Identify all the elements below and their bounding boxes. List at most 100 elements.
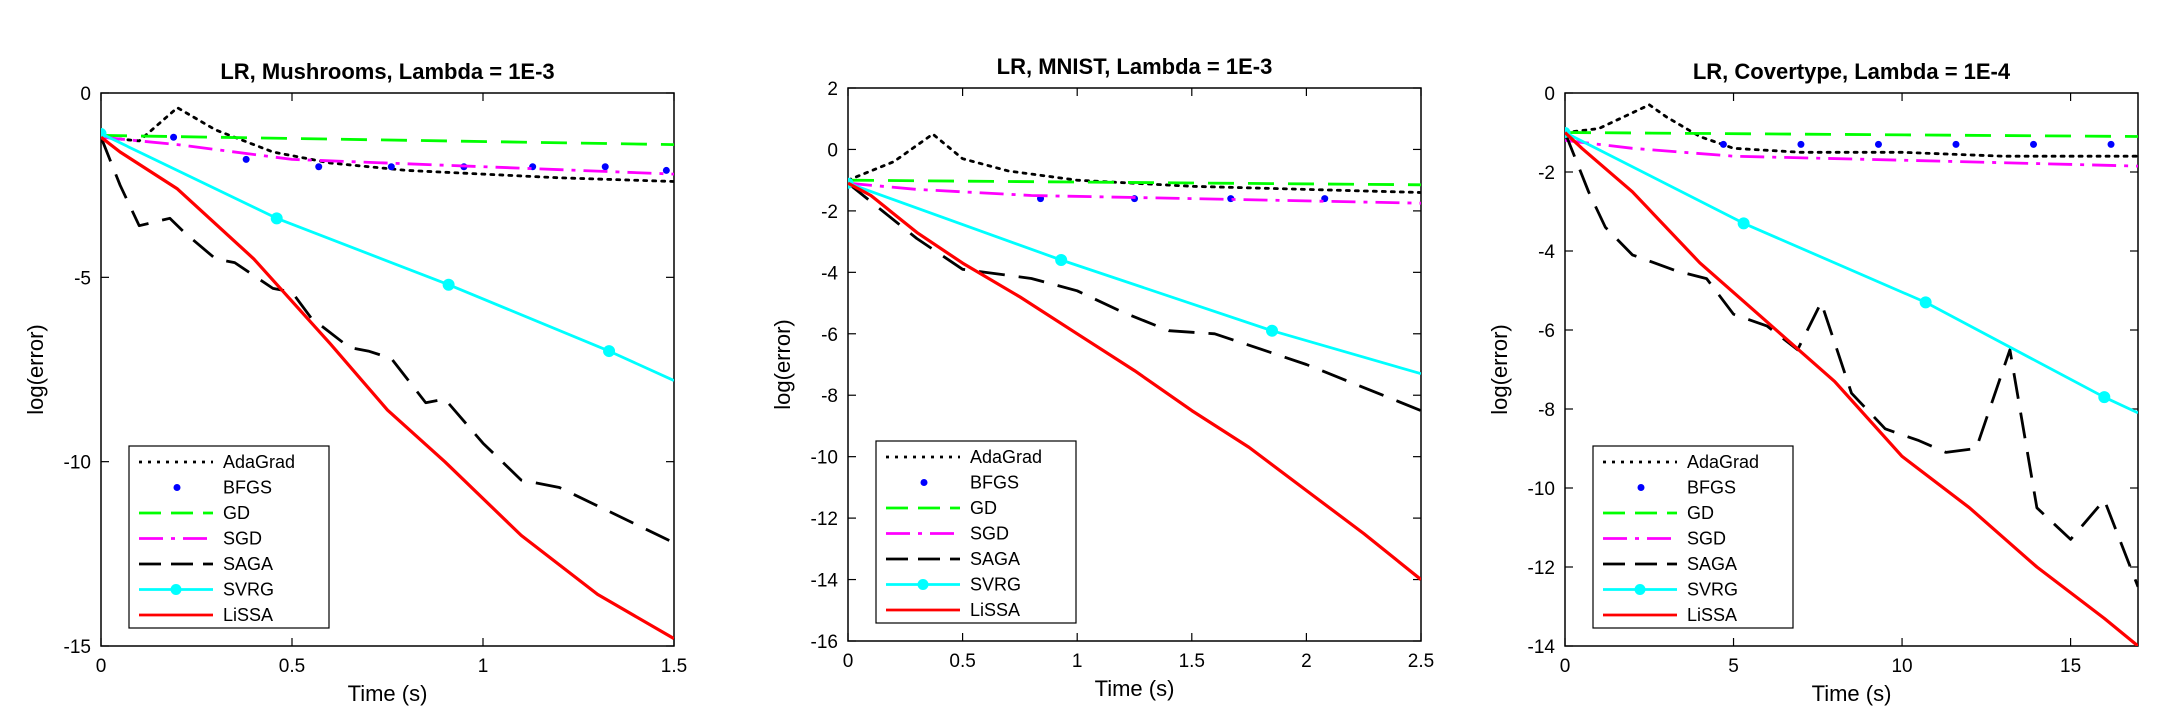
series-sgd-line: [848, 181, 1421, 205]
series-svrg-line: [848, 181, 1421, 376]
legend-adagrad-label: AdaGrad: [970, 447, 1042, 467]
y-tick-label: -2: [821, 202, 838, 223]
series-gd-line: [101, 134, 674, 146]
y-tick-label: -12: [811, 509, 838, 530]
y-tick-label: -4: [821, 263, 838, 284]
legend-bfgs-label: BFGS: [223, 478, 272, 498]
x-tick-label: 0: [96, 656, 107, 677]
x-tick-label: 1: [478, 656, 489, 677]
y-tick-label: -6: [821, 325, 838, 346]
y-tick-label: -14: [811, 571, 839, 592]
series-adagrad-line: [848, 132, 1421, 194]
y-tick-label: -10: [64, 453, 91, 474]
y-tick-label: -2: [1538, 163, 1555, 184]
y-tick-label: 2: [827, 79, 838, 100]
series-saga-line: [848, 182, 1421, 412]
chart-covertype: 0 5 10 15 -14 -12 -10 -8 -6 -4 -2 0 LR, Covertype, L…: [1487, 59, 2139, 706]
series-gd-line: [1565, 131, 2138, 138]
legend: AdaGrad BFGS GD SGD SAGA SVRG LiSSA: [1592, 445, 1794, 629]
legend-bfgs-label: BFGS: [970, 473, 1019, 493]
x-tick-label: 15: [2060, 656, 2081, 677]
legend-bfgs-swatch: [1637, 484, 1645, 491]
series-lissa-line: [848, 181, 1421, 581]
series-svrg-marker: [442, 278, 455, 291]
y-tick-label: 0: [80, 84, 91, 105]
legend: AdaGrad BFGS GD SGD SAGA SVRG LiSSA: [875, 440, 1077, 624]
y-tick-label: -15: [64, 637, 91, 658]
x-axis-label: Time (s): [1095, 676, 1175, 701]
series-gd-line: [848, 178, 1421, 187]
series-group: [1565, 103, 2138, 646]
legend-svrg-marker: [170, 584, 182, 595]
series-lissa-line: [1565, 131, 2138, 646]
legend-adagrad-label: AdaGrad: [223, 452, 295, 472]
legend-svrg-marker: [917, 579, 929, 590]
legend-lissa-label: LiSSA: [1687, 605, 1737, 625]
y-tick-label: 0: [1544, 84, 1555, 105]
chart-title: LR, MNIST, Lambda = 1E-3: [997, 54, 1273, 79]
series-bfgs-point: [2030, 140, 2038, 148]
y-tick-label: -10: [1528, 479, 1555, 500]
legend-lissa-label: LiSSA: [223, 605, 273, 625]
legend-adagrad-label: AdaGrad: [1687, 452, 1759, 472]
x-tick-label: 1.5: [661, 656, 687, 677]
legend-bfgs-swatch: [173, 484, 181, 491]
y-tick-label: -4: [1538, 242, 1555, 263]
series-bfgs-point: [387, 163, 395, 171]
chart-title: LR, Covertype, Lambda = 1E-4: [1693, 59, 2011, 84]
legend-box: [1592, 445, 1794, 629]
y-tick-label: -8: [821, 386, 838, 407]
x-tick-label: 0.5: [949, 651, 975, 672]
x-tick-label: 1.5: [1179, 651, 1205, 672]
legend-bfgs-label: BFGS: [1687, 478, 1736, 498]
series-svrg-marker: [603, 345, 616, 358]
legend-lissa-label: LiSSA: [970, 600, 1020, 620]
y-tick-label: -8: [1538, 400, 1555, 421]
legend: AdaGrad BFGS GD SGD SAGA SVRG LiSSA: [128, 445, 330, 629]
series-adagrad-line: [1565, 103, 2138, 158]
series-svrg-marker: [2098, 391, 2111, 404]
y-tick-label: -6: [1538, 321, 1555, 342]
chart-mnist: 0 0.5 1 1.5 2 2.5 -16 -14 -12 -10 -8 -6 -4 -2 0 2 LR, MN…: [770, 54, 1434, 701]
series-bfgs-point: [601, 163, 609, 171]
y-tick-label: -16: [811, 632, 838, 653]
legend-box: [128, 445, 330, 629]
x-tick-label: 1: [1072, 651, 1083, 672]
y-tick-label: -10: [811, 448, 838, 469]
series-svrg-marker: [270, 212, 283, 225]
series-bfgs-point: [1719, 140, 1727, 148]
legend-svrg-label: SVRG: [1687, 580, 1738, 600]
series-bfgs-point: [170, 133, 178, 141]
y-tick-label: -5: [74, 268, 91, 289]
legend-svrg-marker: [1634, 584, 1646, 595]
series-bfgs-point: [2107, 140, 2115, 148]
series-sgd-line: [101, 135, 674, 176]
series-svrg-marker: [1266, 324, 1279, 337]
x-axis-label: Time (s): [1812, 681, 1892, 706]
legend-svrg-label: SVRG: [970, 575, 1021, 595]
series-bfgs-point: [1797, 140, 1805, 148]
series-lissa-line: [101, 135, 674, 640]
y-tick-label: 0: [827, 140, 838, 161]
legend-box: [875, 440, 1077, 624]
series-adagrad-line: [101, 106, 674, 183]
legend-saga-label: SAGA: [970, 549, 1020, 569]
legend-sgd-label: SGD: [223, 529, 262, 549]
chart-title: LR, Mushrooms, Lambda = 1E-3: [220, 59, 554, 84]
legend-sgd-label: SGD: [1687, 529, 1726, 549]
series-svrg-marker: [1055, 254, 1068, 267]
x-tick-label: 10: [1891, 656, 1912, 677]
series-bfgs-point: [315, 163, 323, 171]
legend-saga-label: SAGA: [1687, 554, 1737, 574]
series-bfgs-point: [242, 155, 250, 163]
x-tick-label: 2: [1301, 651, 1312, 672]
x-tick-label: 0: [1560, 656, 1571, 677]
x-tick-label: 2.5: [1408, 651, 1434, 672]
legend-bfgs-swatch: [920, 479, 928, 486]
series-bfgs-point: [1874, 140, 1882, 148]
series-svrg-marker: [1737, 217, 1750, 230]
y-axis-label: log(error): [1487, 324, 1512, 414]
x-tick-label: 5: [1728, 656, 1739, 677]
legend-saga-label: SAGA: [223, 554, 273, 574]
